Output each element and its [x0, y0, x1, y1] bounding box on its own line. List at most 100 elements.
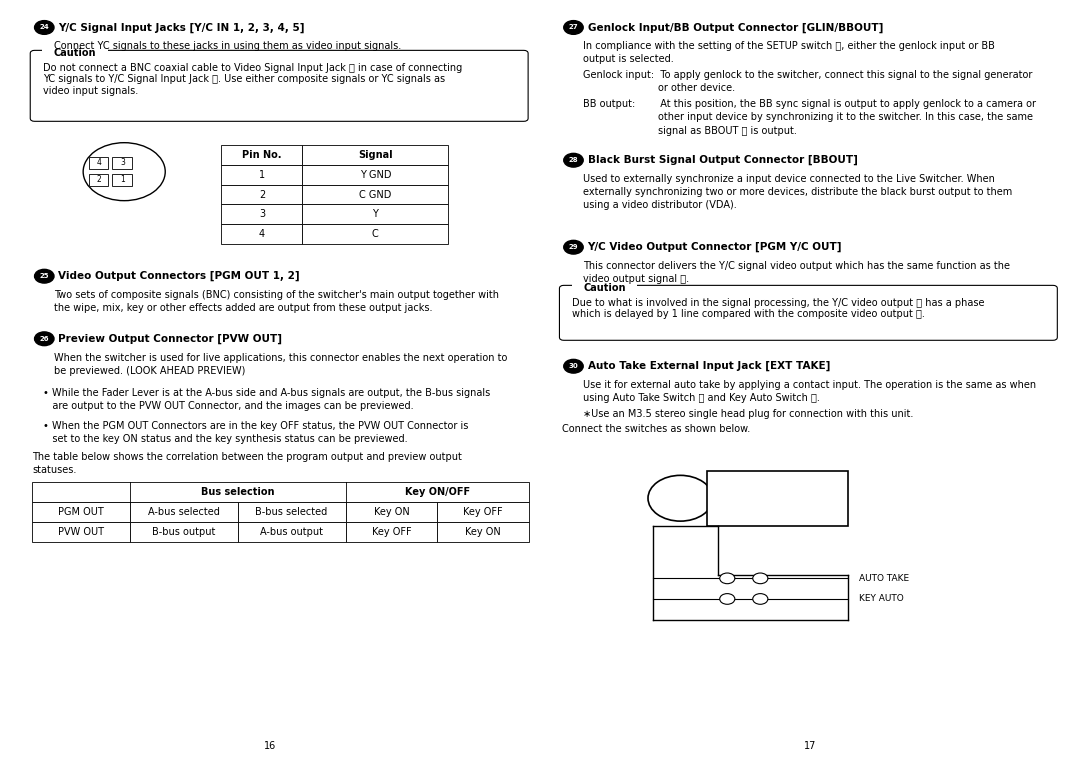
- Text: which is delayed by 1 line compared with the composite video output ⓙ.: which is delayed by 1 line compared with…: [572, 310, 926, 320]
- Text: Due to what is involved in the signal processing, the Y/C video output ⓣ has a p: Due to what is involved in the signal pr…: [572, 298, 985, 307]
- Text: Caution: Caution: [54, 48, 96, 59]
- Text: Genlock Input/BB Output Connector [GLIN/BBOUT]: Genlock Input/BB Output Connector [GLIN/…: [588, 22, 882, 33]
- Bar: [302, 185, 448, 204]
- Text: PVW OUT: PVW OUT: [58, 526, 104, 537]
- Text: 2: 2: [96, 175, 102, 184]
- Text: C GND: C GND: [360, 189, 391, 200]
- Text: Used to externally synchronize a input device connected to the Live Switcher. Wh: Used to externally synchronize a input d…: [583, 174, 1012, 211]
- Bar: [221, 145, 302, 165]
- Text: 28: 28: [569, 157, 578, 163]
- Text: YC signals to Y/C Signal Input Jack ⓸. Use either composite signals or YC signal: YC signals to Y/C Signal Input Jack ⓸. U…: [43, 74, 445, 85]
- Text: Key ON: Key ON: [374, 507, 409, 517]
- Text: Use it for external auto take by applying a contact input. The operation is the : Use it for external auto take by applyin…: [583, 380, 1037, 403]
- Circle shape: [35, 332, 54, 346]
- Text: 16: 16: [264, 741, 276, 752]
- Text: • While the Fader Lever is at the A-bus side and A-bus signals are output, the B: • While the Fader Lever is at the A-bus …: [43, 388, 490, 410]
- Bar: [221, 165, 302, 185]
- Bar: [130, 522, 238, 542]
- Bar: [89, 157, 108, 169]
- Text: Y/C Signal Input Jacks [Y/C IN 1, 2, 3, 4, 5]: Y/C Signal Input Jacks [Y/C IN 1, 2, 3, …: [58, 22, 305, 33]
- Text: Auto Take External Input Jack [EXT TAKE]: Auto Take External Input Jack [EXT TAKE]: [588, 361, 829, 372]
- Text: BB output:        At this position, the BB sync signal is output to apply genloc: BB output: At this position, the BB sync…: [583, 99, 1036, 136]
- Text: Black Burst Signal Output Connector [BBOUT]: Black Burst Signal Output Connector [BBO…: [588, 155, 858, 166]
- Text: 1: 1: [259, 169, 265, 180]
- Bar: [221, 185, 302, 204]
- Text: 25: 25: [40, 273, 49, 279]
- Text: Do not connect a BNC coaxial cable to Video Signal Input Jack ⓶ in case of conne: Do not connect a BNC coaxial cable to Vi…: [43, 63, 462, 72]
- Bar: [238, 522, 346, 542]
- Text: Key OFF: Key OFF: [463, 507, 503, 517]
- Text: Y: Y: [373, 209, 378, 220]
- Text: Connect YC signals to these jacks in using them as video input signals.: Connect YC signals to these jacks in usi…: [54, 41, 402, 51]
- Text: PGM OUT: PGM OUT: [58, 507, 104, 517]
- Text: Bus selection: Bus selection: [201, 487, 274, 497]
- Text: 17: 17: [804, 741, 816, 752]
- Text: C: C: [372, 229, 379, 240]
- Circle shape: [648, 475, 713, 521]
- Text: Genlock input:  To apply genlock to the switcher, connect this signal to the sig: Genlock input: To apply genlock to the s…: [583, 70, 1032, 93]
- Text: Key ON: Key ON: [465, 526, 501, 537]
- Text: 26: 26: [40, 336, 49, 342]
- Bar: [302, 224, 448, 244]
- Text: 4: 4: [259, 229, 265, 240]
- Bar: [437, 502, 529, 522]
- Bar: [437, 522, 529, 542]
- Text: ∗Use an M3.5 stereo single head plug for connection with this unit.: ∗Use an M3.5 stereo single head plug for…: [583, 409, 914, 419]
- Text: Caution: Caution: [583, 283, 625, 294]
- Bar: [112, 157, 132, 169]
- Text: Preview Output Connector [PVW OUT]: Preview Output Connector [PVW OUT]: [58, 333, 282, 344]
- Bar: [89, 174, 108, 186]
- Bar: [302, 145, 448, 165]
- Text: The table below shows the correlation between the program output and preview out: The table below shows the correlation be…: [32, 452, 462, 475]
- Text: B-bus selected: B-bus selected: [256, 507, 327, 517]
- Bar: [130, 502, 238, 522]
- Text: 3: 3: [259, 209, 265, 220]
- Text: Y GND: Y GND: [360, 169, 391, 180]
- Text: 29: 29: [569, 244, 578, 250]
- Circle shape: [719, 594, 734, 604]
- Bar: [680, 485, 724, 512]
- Text: Key ON/OFF: Key ON/OFF: [405, 487, 470, 497]
- Text: This connector delivers the Y/C signal video output which has the same function : This connector delivers the Y/C signal v…: [583, 261, 1010, 284]
- Bar: [112, 174, 132, 186]
- Text: Key OFF: Key OFF: [372, 526, 411, 537]
- Text: A-bus selected: A-bus selected: [148, 507, 219, 517]
- FancyBboxPatch shape: [30, 50, 528, 121]
- Bar: [238, 502, 346, 522]
- Text: When the switcher is used for live applications, this connector enables the next: When the switcher is used for live appli…: [54, 353, 508, 375]
- Text: Pin No.: Pin No.: [242, 150, 282, 160]
- Text: Signal: Signal: [357, 150, 393, 160]
- Circle shape: [753, 573, 768, 584]
- Bar: [32, 482, 529, 502]
- Circle shape: [35, 269, 54, 283]
- Text: 24: 24: [39, 24, 50, 31]
- Text: 3: 3: [120, 158, 125, 167]
- Bar: [221, 224, 302, 244]
- Circle shape: [83, 143, 165, 201]
- Text: 30: 30: [568, 363, 579, 369]
- Text: Video Output Connectors [PGM OUT 1, 2]: Video Output Connectors [PGM OUT 1, 2]: [58, 271, 300, 282]
- Text: 27: 27: [569, 24, 578, 31]
- Circle shape: [753, 594, 768, 604]
- Bar: [221, 204, 302, 224]
- Bar: [707, 471, 848, 526]
- Text: Two sets of composite signals (BNC) consisting of the switcher's main output tog: Two sets of composite signals (BNC) cons…: [54, 290, 499, 313]
- Bar: [302, 165, 448, 185]
- Bar: [302, 204, 448, 224]
- Text: B-bus output: B-bus output: [152, 526, 215, 537]
- Circle shape: [564, 240, 583, 254]
- Circle shape: [35, 21, 54, 34]
- Text: Connect the switches as shown below.: Connect the switches as shown below.: [562, 424, 750, 434]
- Text: AUTO TAKE: AUTO TAKE: [859, 574, 908, 583]
- Bar: [32, 522, 130, 542]
- Bar: [346, 502, 437, 522]
- Circle shape: [564, 21, 583, 34]
- Text: In compliance with the setting of the SETUP switch ⓺, either the genlock input o: In compliance with the setting of the SE…: [583, 41, 995, 64]
- FancyBboxPatch shape: [559, 285, 1057, 340]
- Text: 1: 1: [120, 175, 125, 184]
- Text: Y/C Video Output Connector [PGM Y/C OUT]: Y/C Video Output Connector [PGM Y/C OUT]: [588, 242, 842, 253]
- Text: video input signals.: video input signals.: [43, 86, 138, 96]
- Circle shape: [719, 573, 734, 584]
- Text: KEY AUTO: KEY AUTO: [859, 594, 903, 604]
- Text: • When the PGM OUT Connectors are in the key OFF status, the PVW OUT Connector i: • When the PGM OUT Connectors are in the…: [43, 421, 469, 444]
